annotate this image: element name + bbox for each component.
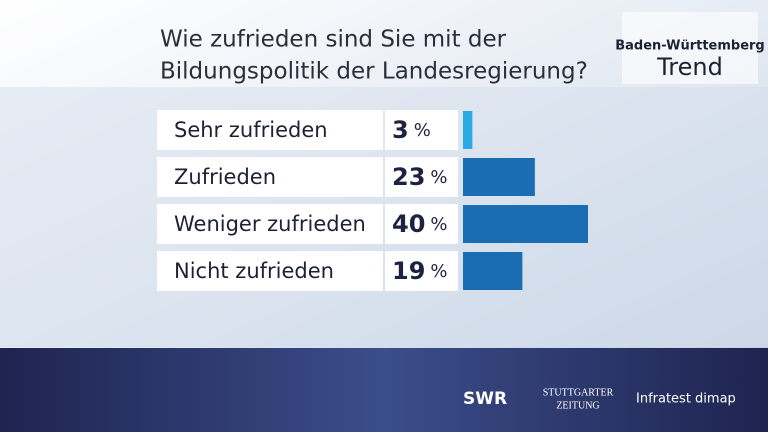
label-box xyxy=(157,204,383,244)
partner-logo: SWR xyxy=(463,389,507,409)
category-label: Zufrieden xyxy=(174,165,276,189)
label-box xyxy=(157,251,383,291)
value-label: 19% xyxy=(392,257,448,285)
bar xyxy=(463,252,523,290)
value-box xyxy=(385,204,458,244)
title-line: Wie zufrieden sind Sie mit der xyxy=(160,27,507,53)
panel xyxy=(0,87,768,347)
partner-logo: Infratest dimap xyxy=(636,392,736,407)
label-box xyxy=(157,157,383,197)
bar xyxy=(463,205,588,243)
footer-band xyxy=(0,348,768,432)
partner-logo: STUTTGARTER xyxy=(543,387,614,398)
category-label: Nicht zufrieden xyxy=(174,259,334,283)
value-label: 3% xyxy=(392,116,431,144)
value-label: 23% xyxy=(392,163,448,191)
logo-box xyxy=(622,12,758,84)
logo-bottom: Trend xyxy=(656,53,723,81)
value-label: 40% xyxy=(392,210,448,238)
value-box xyxy=(385,251,458,291)
partner-logo: ZEITUNG xyxy=(556,400,599,411)
label-box xyxy=(157,110,383,150)
bar xyxy=(463,111,473,149)
category-label: Sehr zufrieden xyxy=(174,118,328,142)
logo-top: Baden-Württemberg xyxy=(615,39,765,54)
bar xyxy=(463,158,535,196)
value-box xyxy=(385,110,458,150)
title-line: Bildungspolitik der Landesregierung? xyxy=(160,59,588,85)
value-box xyxy=(385,157,458,197)
category-label: Weniger zufrieden xyxy=(174,212,366,236)
